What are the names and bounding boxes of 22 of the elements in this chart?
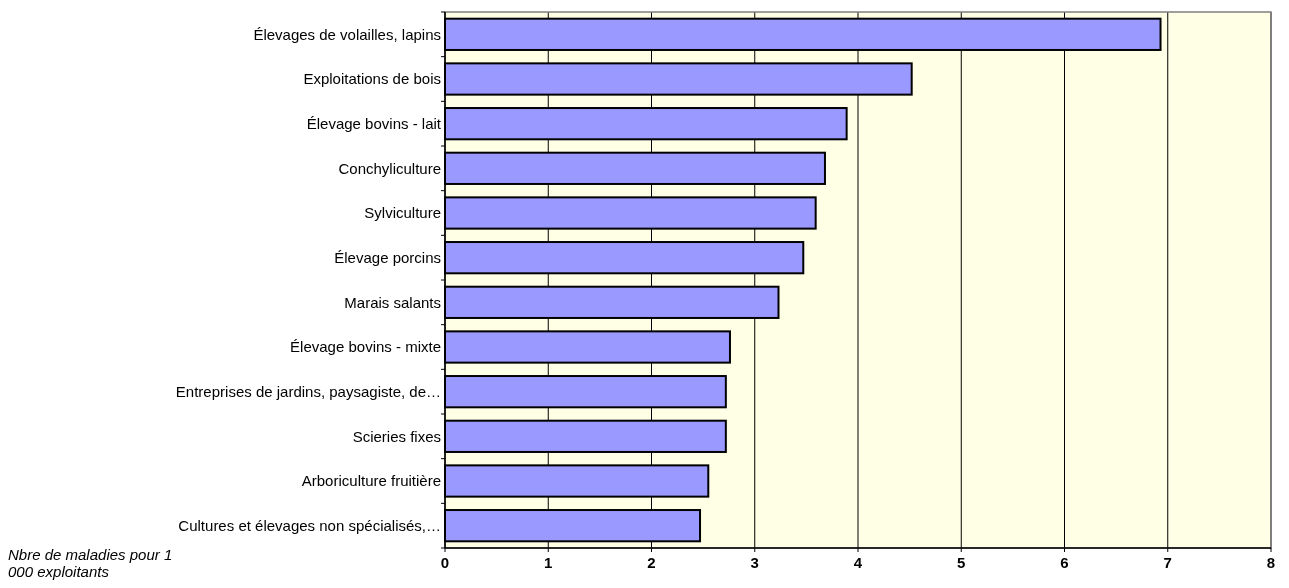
x-tick-label: 6 xyxy=(1060,554,1069,571)
x-tick-label: 8 xyxy=(1266,554,1276,571)
x-tick-label: 2 xyxy=(647,554,656,571)
x-tick-label: 1 xyxy=(544,554,553,571)
y-tick-label: Élevages de volailles, lapins xyxy=(253,25,441,43)
y-tick-label: Entreprises de jardins, paysagiste, de… xyxy=(175,382,441,400)
y-tick-label: Élevage bovins - lait xyxy=(306,114,442,132)
y-tick-label: Sylviculture xyxy=(364,204,441,222)
y-tick-label: Arboriculture fruitière xyxy=(301,472,441,490)
x-axis-title: Nbre de maladies pour 1 000 exploitants xyxy=(8,546,174,580)
y-tick-label: Cultures et élevages non spécialisés,… xyxy=(178,516,441,534)
y-tick-label: Marais salants xyxy=(344,293,441,311)
y-tick-label: Conchyliculture xyxy=(338,159,441,177)
y-tick-label: Élevage bovins - mixte xyxy=(290,338,441,356)
y-tick-label: Élevage porcins xyxy=(334,248,441,266)
x-tick-label: 7 xyxy=(1163,554,1172,571)
x-tick-label: 4 xyxy=(853,554,863,571)
x-tick-label: 3 xyxy=(750,554,759,571)
x-tick-label: 0 xyxy=(440,554,450,571)
y-tick-label: Scieries fixes xyxy=(352,427,441,445)
x-tick-label: 5 xyxy=(957,554,966,571)
y-tick-label: Exploitations de bois xyxy=(303,70,441,88)
